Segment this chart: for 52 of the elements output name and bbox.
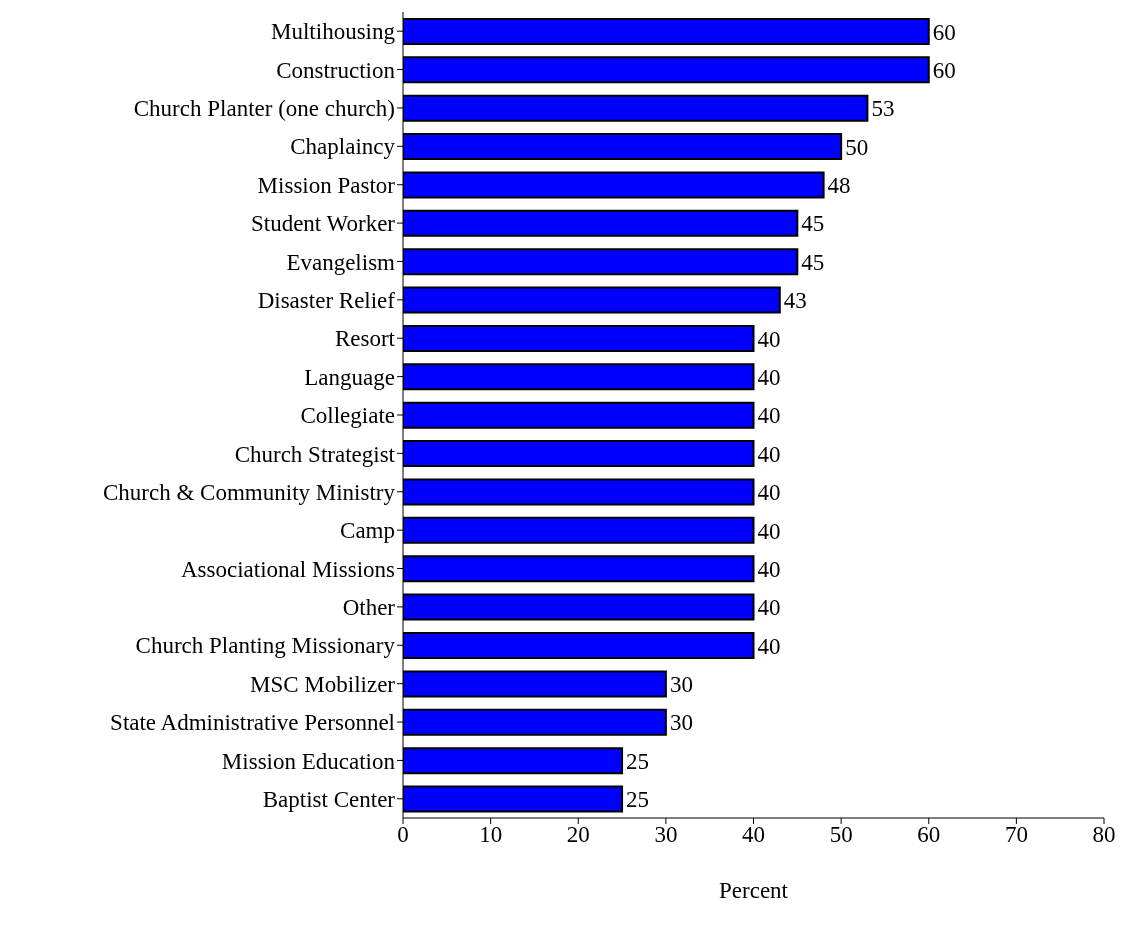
x-tick-label: 70 [1004, 822, 1028, 848]
y-tick-label: Church Planter (one church) [133, 96, 395, 122]
data-label: 43 [783, 288, 807, 314]
y-tick-label: Church & Community Ministry [103, 479, 396, 505]
y-tick-label: Mission Education [221, 748, 396, 774]
x-tick-label: 60 [917, 822, 941, 848]
data-label: 60 [932, 57, 956, 83]
y-tick-label: Camp [340, 518, 395, 544]
data-label: 40 [757, 326, 781, 352]
data-label: 60 [932, 19, 956, 45]
data-label: 30 [669, 672, 693, 698]
x-axis-title: Percent [719, 878, 789, 903]
y-tick-label: Student Worker [250, 211, 396, 237]
data-label: 25 [626, 748, 650, 774]
data-label: 40 [757, 403, 781, 429]
y-tick-label: Chaplaincy [290, 134, 396, 160]
data-label: 40 [757, 480, 781, 506]
y-tick-label: State Administrative Personnel [110, 710, 395, 736]
data-label: 40 [757, 595, 781, 621]
x-tick-label: 10 [479, 822, 503, 848]
data-label: 40 [757, 518, 781, 544]
x-tick-label: 50 [829, 822, 853, 848]
y-tick-label: Language [304, 364, 395, 390]
data-label: 25 [626, 787, 650, 813]
y-tick-label: Construction [276, 57, 396, 83]
x-tick-label: 40 [742, 822, 765, 848]
x-tick-label: 0 [397, 822, 409, 848]
y-tick-label: Disaster Relief [257, 288, 396, 314]
data-label: 40 [757, 633, 781, 659]
data-label: 50 [845, 134, 869, 160]
y-tick-label: Mission Pastor [257, 172, 396, 198]
x-tick-label: 80 [1092, 822, 1116, 848]
y-tick-label: Baptist Center [262, 786, 396, 812]
y-tick-label: Collegiate [300, 403, 395, 429]
x-tick-label: 30 [654, 822, 678, 848]
data-label: 40 [757, 556, 781, 582]
data-label: 53 [871, 96, 895, 122]
y-tick-label: Multihousing [271, 19, 396, 45]
y-tick-label: Associational Missions [180, 556, 396, 582]
y-tick-label: Evangelism [286, 249, 396, 275]
y-tick-label: Resort [334, 326, 396, 352]
data-label: 45 [801, 211, 825, 237]
y-tick-label: Church Planting Missionary [135, 633, 396, 659]
data-label: 45 [801, 249, 825, 275]
data-label: 40 [757, 365, 781, 390]
data-label: 30 [669, 710, 693, 736]
y-tick-label: MSC Mobilizer [249, 671, 396, 697]
data-label: 48 [827, 173, 851, 199]
data-label: 40 [757, 441, 781, 467]
y-tick-label: Church Strategist [234, 441, 396, 467]
y-tick-label: Other [342, 595, 396, 621]
x-tick-label: 20 [566, 822, 590, 848]
